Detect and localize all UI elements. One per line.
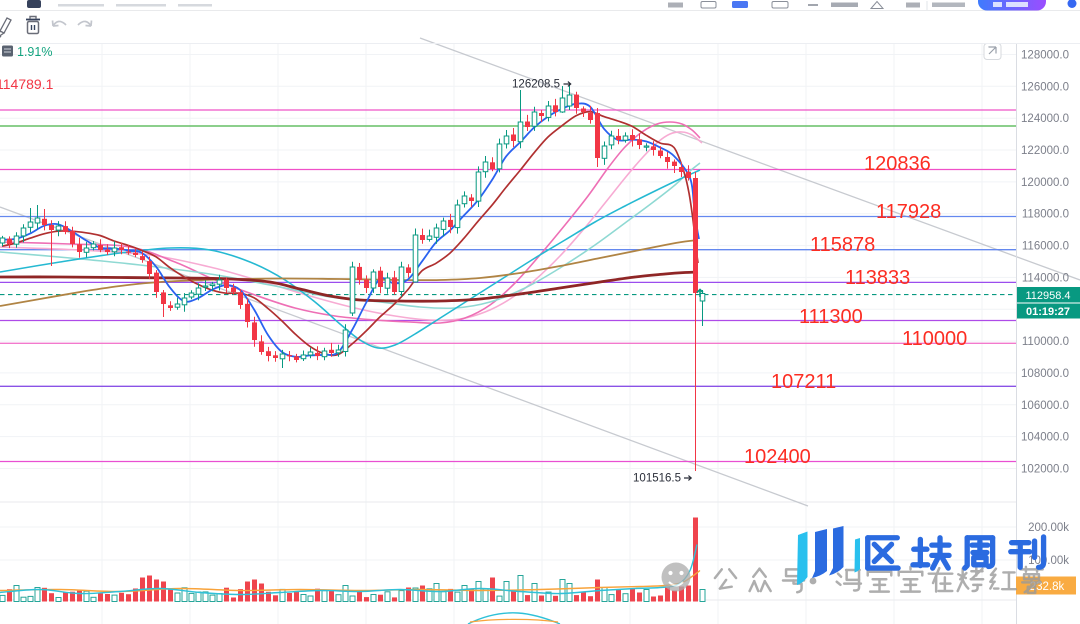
svg-text:102400: 102400 bbox=[744, 446, 811, 468]
svg-text:200.00k: 200.00k bbox=[1028, 522, 1069, 534]
svg-text:118000.0: 118000.0 bbox=[1022, 209, 1069, 221]
svg-text:111300: 111300 bbox=[799, 306, 863, 328]
svg-text:116000.0: 116000.0 bbox=[1022, 241, 1069, 253]
svg-text:01:19:27: 01:19:27 bbox=[1026, 306, 1070, 318]
svg-text:115878: 115878 bbox=[810, 234, 875, 256]
svg-text:107211: 107211 bbox=[771, 371, 836, 393]
svg-text:100.00k: 100.00k bbox=[1028, 555, 1069, 567]
svg-text:106000.0: 106000.0 bbox=[1021, 400, 1069, 412]
svg-text:114000.0: 114000.0 bbox=[1022, 272, 1069, 284]
svg-text:117928: 117928 bbox=[876, 201, 941, 223]
svg-text:126000.0: 126000.0 bbox=[1021, 81, 1069, 93]
svg-text:126208.5: 126208.5 bbox=[512, 79, 560, 91]
svg-text:120000.0: 120000.0 bbox=[1021, 177, 1069, 189]
svg-text:122000.0: 122000.0 bbox=[1021, 145, 1069, 157]
svg-text:104000.0: 104000.0 bbox=[1021, 432, 1069, 444]
svg-text:120836: 120836 bbox=[864, 153, 931, 175]
svg-text:110000.0: 110000.0 bbox=[1022, 336, 1069, 348]
svg-text:102000.0: 102000.0 bbox=[1021, 464, 1069, 476]
svg-text:110000: 110000 bbox=[902, 328, 967, 350]
svg-text:113833: 113833 bbox=[845, 267, 910, 289]
svg-text:1.91%: 1.91% bbox=[17, 45, 52, 59]
svg-text:112958.4: 112958.4 bbox=[1025, 290, 1070, 302]
svg-text:108000.0: 108000.0 bbox=[1021, 368, 1069, 380]
svg-text:124000.0: 124000.0 bbox=[1021, 113, 1069, 125]
svg-text:101516.5: 101516.5 bbox=[633, 473, 681, 485]
svg-text:114789.1: 114789.1 bbox=[0, 76, 54, 92]
svg-text:232.8k: 232.8k bbox=[1030, 581, 1065, 593]
svg-text:128000.0: 128000.0 bbox=[1021, 50, 1069, 62]
